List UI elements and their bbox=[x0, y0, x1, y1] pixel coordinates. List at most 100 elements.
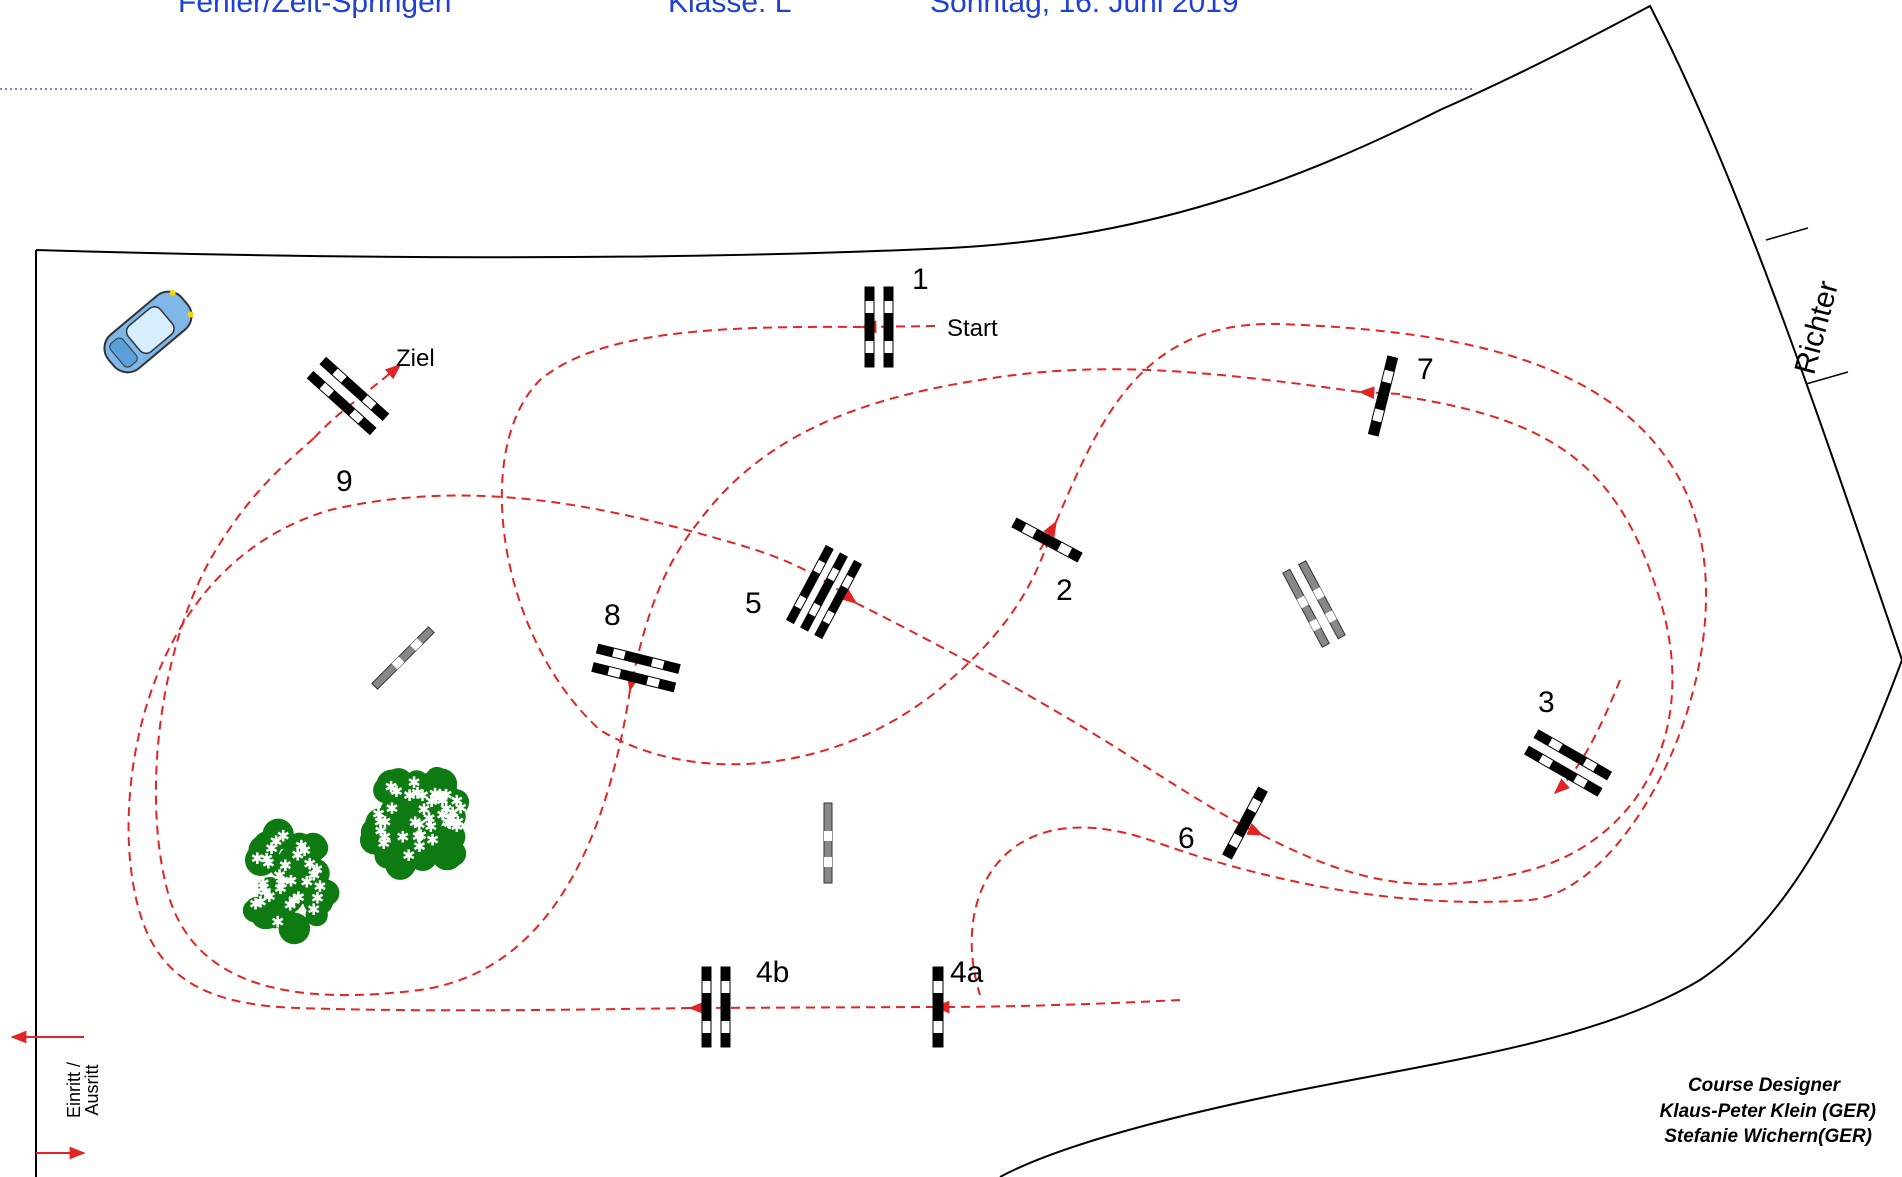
obstacle-7 bbox=[1367, 355, 1399, 437]
svg-text:✱: ✱ bbox=[254, 895, 267, 912]
course-designer-name-1: Klaus-Peter Klein (GER) bbox=[1660, 1101, 1876, 1122]
svg-text:✱: ✱ bbox=[450, 794, 463, 811]
svg-text:✱: ✱ bbox=[273, 868, 286, 885]
svg-text:✱: ✱ bbox=[384, 780, 397, 797]
svg-text:✱: ✱ bbox=[284, 873, 297, 890]
obstacle-number-1: 1 bbox=[912, 263, 929, 296]
spare-obstacle-center bbox=[823, 802, 833, 884]
obstacle-number-9: 9 bbox=[336, 465, 353, 498]
svg-text:✱: ✱ bbox=[446, 806, 459, 823]
svg-text:✱: ✱ bbox=[372, 806, 385, 823]
svg-text:✱: ✱ bbox=[378, 815, 391, 832]
svg-text:✱: ✱ bbox=[414, 828, 427, 845]
svg-text:✱: ✱ bbox=[260, 852, 273, 869]
svg-text:✱: ✱ bbox=[262, 856, 275, 873]
tree-cluster-icon: ✱✱✱✱✱✱✱✱✱✱✱✱✱✱✱✱✱✱✱✱✱✱✱✱✱✱✱✱✱✱✱✱✱✱✱✱✱✱✱✱… bbox=[243, 766, 470, 945]
start-label: Start bbox=[947, 315, 998, 342]
svg-text:✱: ✱ bbox=[425, 794, 438, 811]
svg-text:✱: ✱ bbox=[403, 788, 416, 805]
svg-text:✱: ✱ bbox=[269, 834, 282, 851]
svg-text:✱: ✱ bbox=[409, 815, 422, 832]
svg-text:✱: ✱ bbox=[303, 856, 316, 873]
svg-text:✱: ✱ bbox=[257, 881, 270, 898]
obstacle-2 bbox=[1011, 517, 1083, 563]
route bbox=[127, 320, 1707, 1015]
obstacle-number-3: 3 bbox=[1538, 686, 1555, 719]
svg-text:✱: ✱ bbox=[436, 807, 449, 824]
finish-label: Ziel bbox=[396, 345, 435, 372]
svg-text:✱: ✱ bbox=[243, 873, 256, 890]
obstacle-number-4b: 4b bbox=[756, 956, 789, 989]
svg-text:✱: ✱ bbox=[433, 788, 446, 805]
obstacle-4a bbox=[932, 966, 944, 1048]
entry-label-line1: Einritt / bbox=[64, 1062, 84, 1118]
judge-label: Richter bbox=[1789, 277, 1845, 377]
entry-exit-marker: Einritt / Ausritt bbox=[10, 1030, 102, 1160]
spare-obstacle-left bbox=[371, 626, 435, 690]
svg-text:✱: ✱ bbox=[422, 811, 435, 828]
header-class: Klasse: L bbox=[668, 0, 792, 19]
svg-text:✱: ✱ bbox=[259, 884, 272, 901]
obstacle-number-5: 5 bbox=[745, 587, 762, 620]
obstacle-8 bbox=[591, 643, 681, 693]
svg-text:✱: ✱ bbox=[276, 829, 289, 846]
obstacle-number-7: 7 bbox=[1417, 353, 1434, 386]
header-competition: Fehler/Zeit-Springen bbox=[178, 0, 452, 19]
svg-text:✱: ✱ bbox=[291, 848, 304, 865]
svg-text:✱: ✱ bbox=[250, 884, 263, 901]
svg-text:✱: ✱ bbox=[374, 823, 387, 840]
svg-text:✱: ✱ bbox=[451, 814, 464, 831]
svg-text:✱: ✱ bbox=[251, 851, 264, 868]
svg-text:✱: ✱ bbox=[428, 787, 441, 804]
svg-text:✱: ✱ bbox=[249, 896, 262, 913]
svg-text:✱: ✱ bbox=[413, 839, 426, 856]
svg-text:✱: ✱ bbox=[416, 788, 429, 805]
svg-text:✱: ✱ bbox=[378, 830, 391, 847]
car-icon bbox=[103, 289, 194, 374]
svg-text:✱: ✱ bbox=[307, 868, 320, 885]
svg-text:✱: ✱ bbox=[402, 848, 415, 865]
svg-text:✱: ✱ bbox=[377, 836, 390, 853]
svg-text:✱: ✱ bbox=[307, 902, 320, 919]
svg-text:✱: ✱ bbox=[374, 815, 387, 832]
svg-text:✱: ✱ bbox=[311, 890, 324, 907]
svg-text:✱: ✱ bbox=[385, 801, 398, 818]
svg-text:✱: ✱ bbox=[298, 843, 311, 860]
obstacle-number-6: 6 bbox=[1178, 822, 1195, 855]
svg-text:✱: ✱ bbox=[256, 876, 269, 893]
header-date: Sonntag, 16. Juni 2019 bbox=[930, 0, 1239, 19]
svg-text:✱: ✱ bbox=[442, 815, 455, 832]
svg-text:✱: ✱ bbox=[300, 874, 313, 891]
svg-text:✱: ✱ bbox=[426, 832, 439, 849]
svg-text:✱: ✱ bbox=[275, 877, 288, 894]
obstacle-number-4a: 4a bbox=[950, 956, 984, 989]
obstacle-number-2: 2 bbox=[1056, 574, 1073, 607]
svg-text:✱: ✱ bbox=[390, 784, 403, 801]
svg-text:✱: ✱ bbox=[436, 793, 449, 810]
svg-text:✱: ✱ bbox=[295, 839, 308, 856]
svg-text:✱: ✱ bbox=[274, 881, 287, 898]
svg-text:✱: ✱ bbox=[450, 819, 463, 836]
svg-text:✱: ✱ bbox=[443, 816, 456, 833]
svg-text:✱: ✱ bbox=[439, 788, 452, 805]
svg-text:✱: ✱ bbox=[313, 879, 326, 896]
svg-text:✱: ✱ bbox=[412, 817, 425, 834]
spare-obstacle-right bbox=[1282, 560, 1346, 648]
obstacle-number-8: 8 bbox=[604, 599, 621, 632]
obstacle-5 bbox=[785, 544, 863, 640]
svg-text:✱: ✱ bbox=[439, 801, 452, 818]
svg-text:✱: ✱ bbox=[417, 802, 430, 819]
obstacle-6 bbox=[1222, 786, 1268, 860]
svg-text:✱: ✱ bbox=[244, 875, 257, 892]
svg-text:✱: ✱ bbox=[292, 890, 305, 907]
svg-text:✱: ✱ bbox=[411, 785, 424, 802]
svg-text:✱: ✱ bbox=[396, 829, 409, 846]
obstacle-4b bbox=[701, 966, 731, 1048]
obstacle-9 bbox=[306, 356, 390, 436]
svg-text:✱: ✱ bbox=[310, 862, 323, 879]
obstacle-3 bbox=[1523, 729, 1613, 797]
svg-text:✱: ✱ bbox=[444, 811, 457, 828]
svg-text:✱: ✱ bbox=[284, 898, 297, 915]
